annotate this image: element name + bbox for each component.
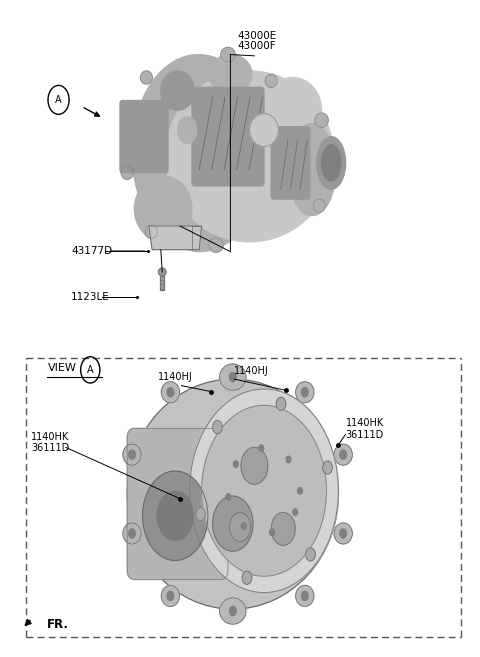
Circle shape	[229, 373, 236, 382]
Circle shape	[301, 591, 308, 600]
Text: A: A	[55, 95, 62, 105]
Text: 1140HK: 1140HK	[31, 432, 70, 442]
Ellipse shape	[317, 137, 346, 189]
Text: 43000F: 43000F	[238, 41, 276, 51]
Circle shape	[196, 507, 205, 520]
Circle shape	[202, 405, 326, 576]
Ellipse shape	[296, 382, 314, 403]
Text: 1140HJ: 1140HJ	[158, 373, 193, 382]
Circle shape	[259, 445, 264, 451]
Text: 1140HJ: 1140HJ	[234, 366, 269, 376]
Ellipse shape	[161, 71, 194, 110]
Circle shape	[157, 491, 193, 540]
Text: 43177D: 43177D	[71, 246, 112, 256]
Circle shape	[229, 606, 236, 616]
Circle shape	[286, 456, 291, 463]
Circle shape	[241, 523, 246, 530]
Ellipse shape	[158, 268, 166, 276]
Ellipse shape	[145, 225, 157, 238]
Ellipse shape	[161, 382, 180, 403]
Circle shape	[293, 509, 298, 515]
Circle shape	[167, 591, 174, 600]
Circle shape	[129, 529, 135, 538]
Ellipse shape	[121, 166, 133, 179]
Circle shape	[340, 529, 347, 538]
Circle shape	[233, 461, 238, 467]
Ellipse shape	[315, 113, 328, 127]
Ellipse shape	[134, 176, 192, 242]
Text: A: A	[87, 365, 94, 375]
Circle shape	[143, 471, 208, 560]
FancyBboxPatch shape	[192, 87, 264, 186]
Text: VIEW: VIEW	[48, 363, 77, 373]
Polygon shape	[149, 226, 202, 250]
Circle shape	[229, 512, 251, 541]
Circle shape	[242, 571, 252, 584]
Text: 36111D: 36111D	[346, 430, 384, 440]
Circle shape	[226, 494, 231, 501]
Ellipse shape	[132, 55, 266, 252]
Circle shape	[202, 405, 326, 576]
Text: 43000E: 43000E	[237, 31, 276, 41]
Text: 36111D: 36111D	[31, 443, 70, 453]
Circle shape	[167, 388, 174, 397]
Circle shape	[129, 450, 135, 459]
Circle shape	[241, 447, 268, 484]
Ellipse shape	[127, 379, 338, 609]
Ellipse shape	[265, 74, 277, 87]
Ellipse shape	[123, 444, 141, 465]
Text: 1140HK: 1140HK	[346, 419, 384, 428]
Ellipse shape	[209, 55, 252, 94]
Text: FR.: FR.	[47, 618, 69, 631]
FancyBboxPatch shape	[127, 428, 228, 579]
Text: 1123LE: 1123LE	[71, 292, 110, 302]
Circle shape	[270, 529, 275, 535]
Ellipse shape	[166, 71, 334, 242]
Circle shape	[213, 496, 253, 551]
Ellipse shape	[140, 71, 152, 84]
Circle shape	[271, 512, 295, 545]
Ellipse shape	[209, 238, 223, 252]
Ellipse shape	[219, 364, 246, 390]
Circle shape	[340, 450, 347, 459]
Circle shape	[301, 388, 308, 397]
Circle shape	[190, 389, 338, 593]
Ellipse shape	[334, 523, 352, 544]
Ellipse shape	[264, 78, 322, 143]
Ellipse shape	[296, 585, 314, 606]
Bar	[160, 276, 164, 290]
Circle shape	[323, 461, 332, 474]
Circle shape	[213, 420, 222, 434]
Bar	[160, 276, 164, 290]
Ellipse shape	[161, 585, 180, 606]
Ellipse shape	[123, 523, 141, 544]
Circle shape	[276, 397, 286, 411]
Ellipse shape	[250, 114, 278, 147]
FancyBboxPatch shape	[271, 127, 310, 199]
Ellipse shape	[334, 444, 352, 465]
Circle shape	[306, 548, 315, 561]
Ellipse shape	[313, 199, 325, 212]
Ellipse shape	[322, 145, 341, 181]
Circle shape	[298, 487, 302, 494]
Ellipse shape	[288, 124, 336, 215]
Ellipse shape	[219, 598, 246, 624]
Ellipse shape	[221, 47, 235, 62]
FancyBboxPatch shape	[120, 101, 168, 173]
Ellipse shape	[178, 117, 197, 143]
